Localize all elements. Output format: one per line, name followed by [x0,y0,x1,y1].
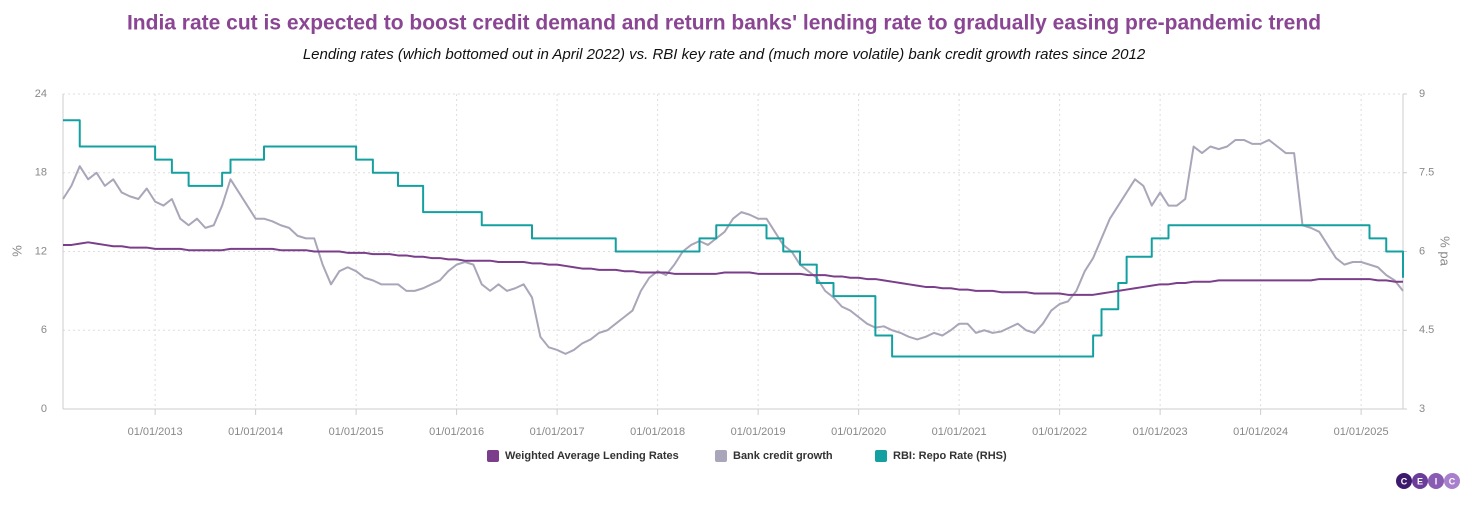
x-tick-label: 01/01/2019 [731,426,786,438]
x-tick-label: 01/01/2016 [429,426,484,438]
legend-label: Weighted Average Lending Rates [505,450,679,462]
y-tick-label: 0 [41,403,47,415]
y-tick-label: 6 [41,324,47,336]
y-axis-label: % [9,245,24,257]
logo-circle [1444,473,1460,489]
chart-title: India rate cut is expected to boost cred… [127,12,1321,35]
y2-axis-label: % pa [1438,236,1453,266]
y2-tick-label: 6 [1419,245,1425,257]
x-tick-label: 01/01/2018 [630,426,685,438]
x-tick-label: 01/01/2023 [1133,426,1188,438]
chart-subtitle: Lending rates (which bottomed out in Apr… [303,46,1146,63]
x-tick-label: 01/01/2022 [1032,426,1087,438]
y2-tick-label: 7.5 [1419,167,1434,179]
legend-swatch [715,450,727,462]
y2-tick-label: 3 [1419,403,1425,415]
x-tick-label: 01/01/2013 [128,426,183,438]
x-tick-label: 01/01/2014 [228,426,283,438]
logo-letter: C [1449,476,1456,486]
x-tick-label: 01/01/2025 [1334,426,1389,438]
series-line [63,241,1403,296]
x-tick-label: 01/01/2017 [530,426,585,438]
y2-tick-label: 9 [1419,88,1425,100]
legend-swatch [487,450,499,462]
x-tick-label: 01/01/2024 [1233,426,1288,438]
x-tick-label: 01/01/2020 [831,426,886,438]
logo-letter: C [1401,476,1408,486]
logo-circle [1412,473,1428,489]
logo-letter: E [1417,476,1423,486]
y2-tick-label: 4.5 [1419,324,1434,336]
logo-circle [1428,473,1444,489]
legend-label: Bank credit growth [733,450,833,462]
y-tick-label: 12 [35,245,47,257]
x-tick-label: 01/01/2021 [932,426,987,438]
logo-circle [1396,473,1412,489]
series-line [63,119,1404,358]
x-tick-label: 01/01/2015 [329,426,384,438]
legend-swatch [875,450,887,462]
series-line [62,138,1404,355]
legend-label: RBI: Repo Rate (RHS) [893,450,1007,462]
y-tick-label: 24 [35,88,47,100]
logo-letter: I [1435,476,1438,486]
y-tick-label: 18 [35,167,47,179]
